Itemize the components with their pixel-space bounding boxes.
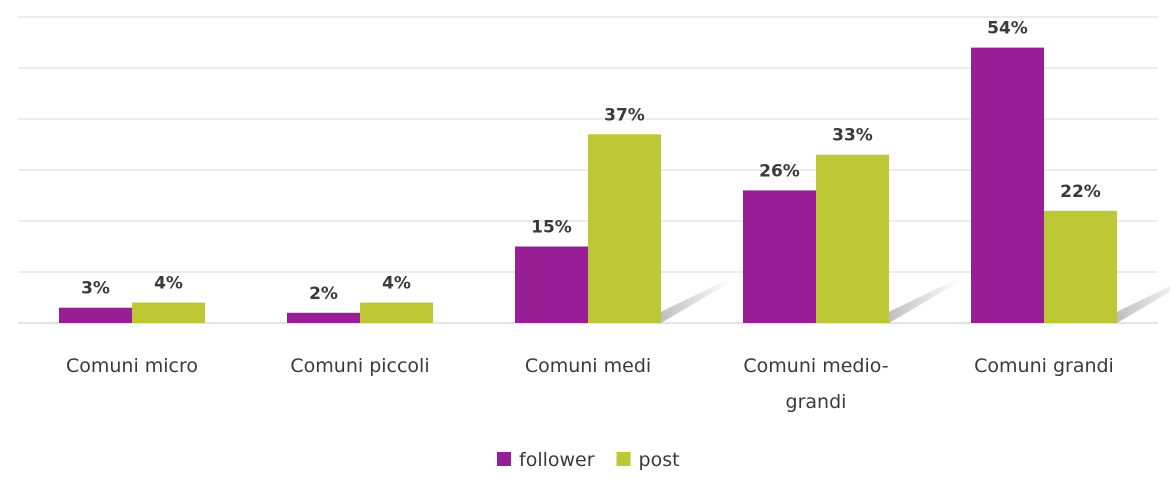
category-label: Comuni medio- [743,355,888,377]
data-label-post: 4% [154,274,183,294]
bar-follower [515,246,588,323]
data-label-follower: 3% [81,279,110,299]
bar-follower [59,307,132,323]
category-label: Comuni grandi [974,355,1114,377]
data-label-follower: 2% [309,284,338,304]
legend-swatch-follower [497,452,511,466]
data-label-follower: 15% [531,218,572,238]
category-label: Comuni micro [66,355,198,377]
category-label: Comuni medi [525,355,651,377]
bar-post [816,154,889,323]
bar-post [588,134,661,323]
bar-shadow [889,278,959,323]
data-label-post: 22% [1060,182,1101,202]
bar-shadow [1117,286,1170,323]
legend-label-post: post [639,449,680,471]
legend: follower post [497,449,680,471]
data-label-post: 37% [604,105,645,125]
bar-post [1044,210,1117,323]
bar-post [360,302,433,323]
data-label-follower: 54% [987,19,1028,39]
bars [59,47,1117,323]
bar-follower [743,190,816,323]
data-labels: 3% 4% 2% 4% 15% 37% 26% 33% 54% 22% [81,19,1101,304]
category-labels: Comuni micro Comuni piccoli Comuni medi Com… [66,355,1114,413]
legend-label-follower: follower [519,449,595,471]
legend-swatch-post [616,452,631,466]
bar-follower [287,312,360,323]
category-label: Comuni piccoli [290,355,429,377]
data-label-post: 4% [382,274,411,294]
bar-shadow [661,278,731,323]
bar-post [132,302,205,323]
category-label: grandi [786,391,847,413]
data-label-post: 33% [832,126,873,146]
data-label-follower: 26% [759,161,800,181]
bar-shadows [661,278,1170,323]
bar-follower [971,47,1044,323]
